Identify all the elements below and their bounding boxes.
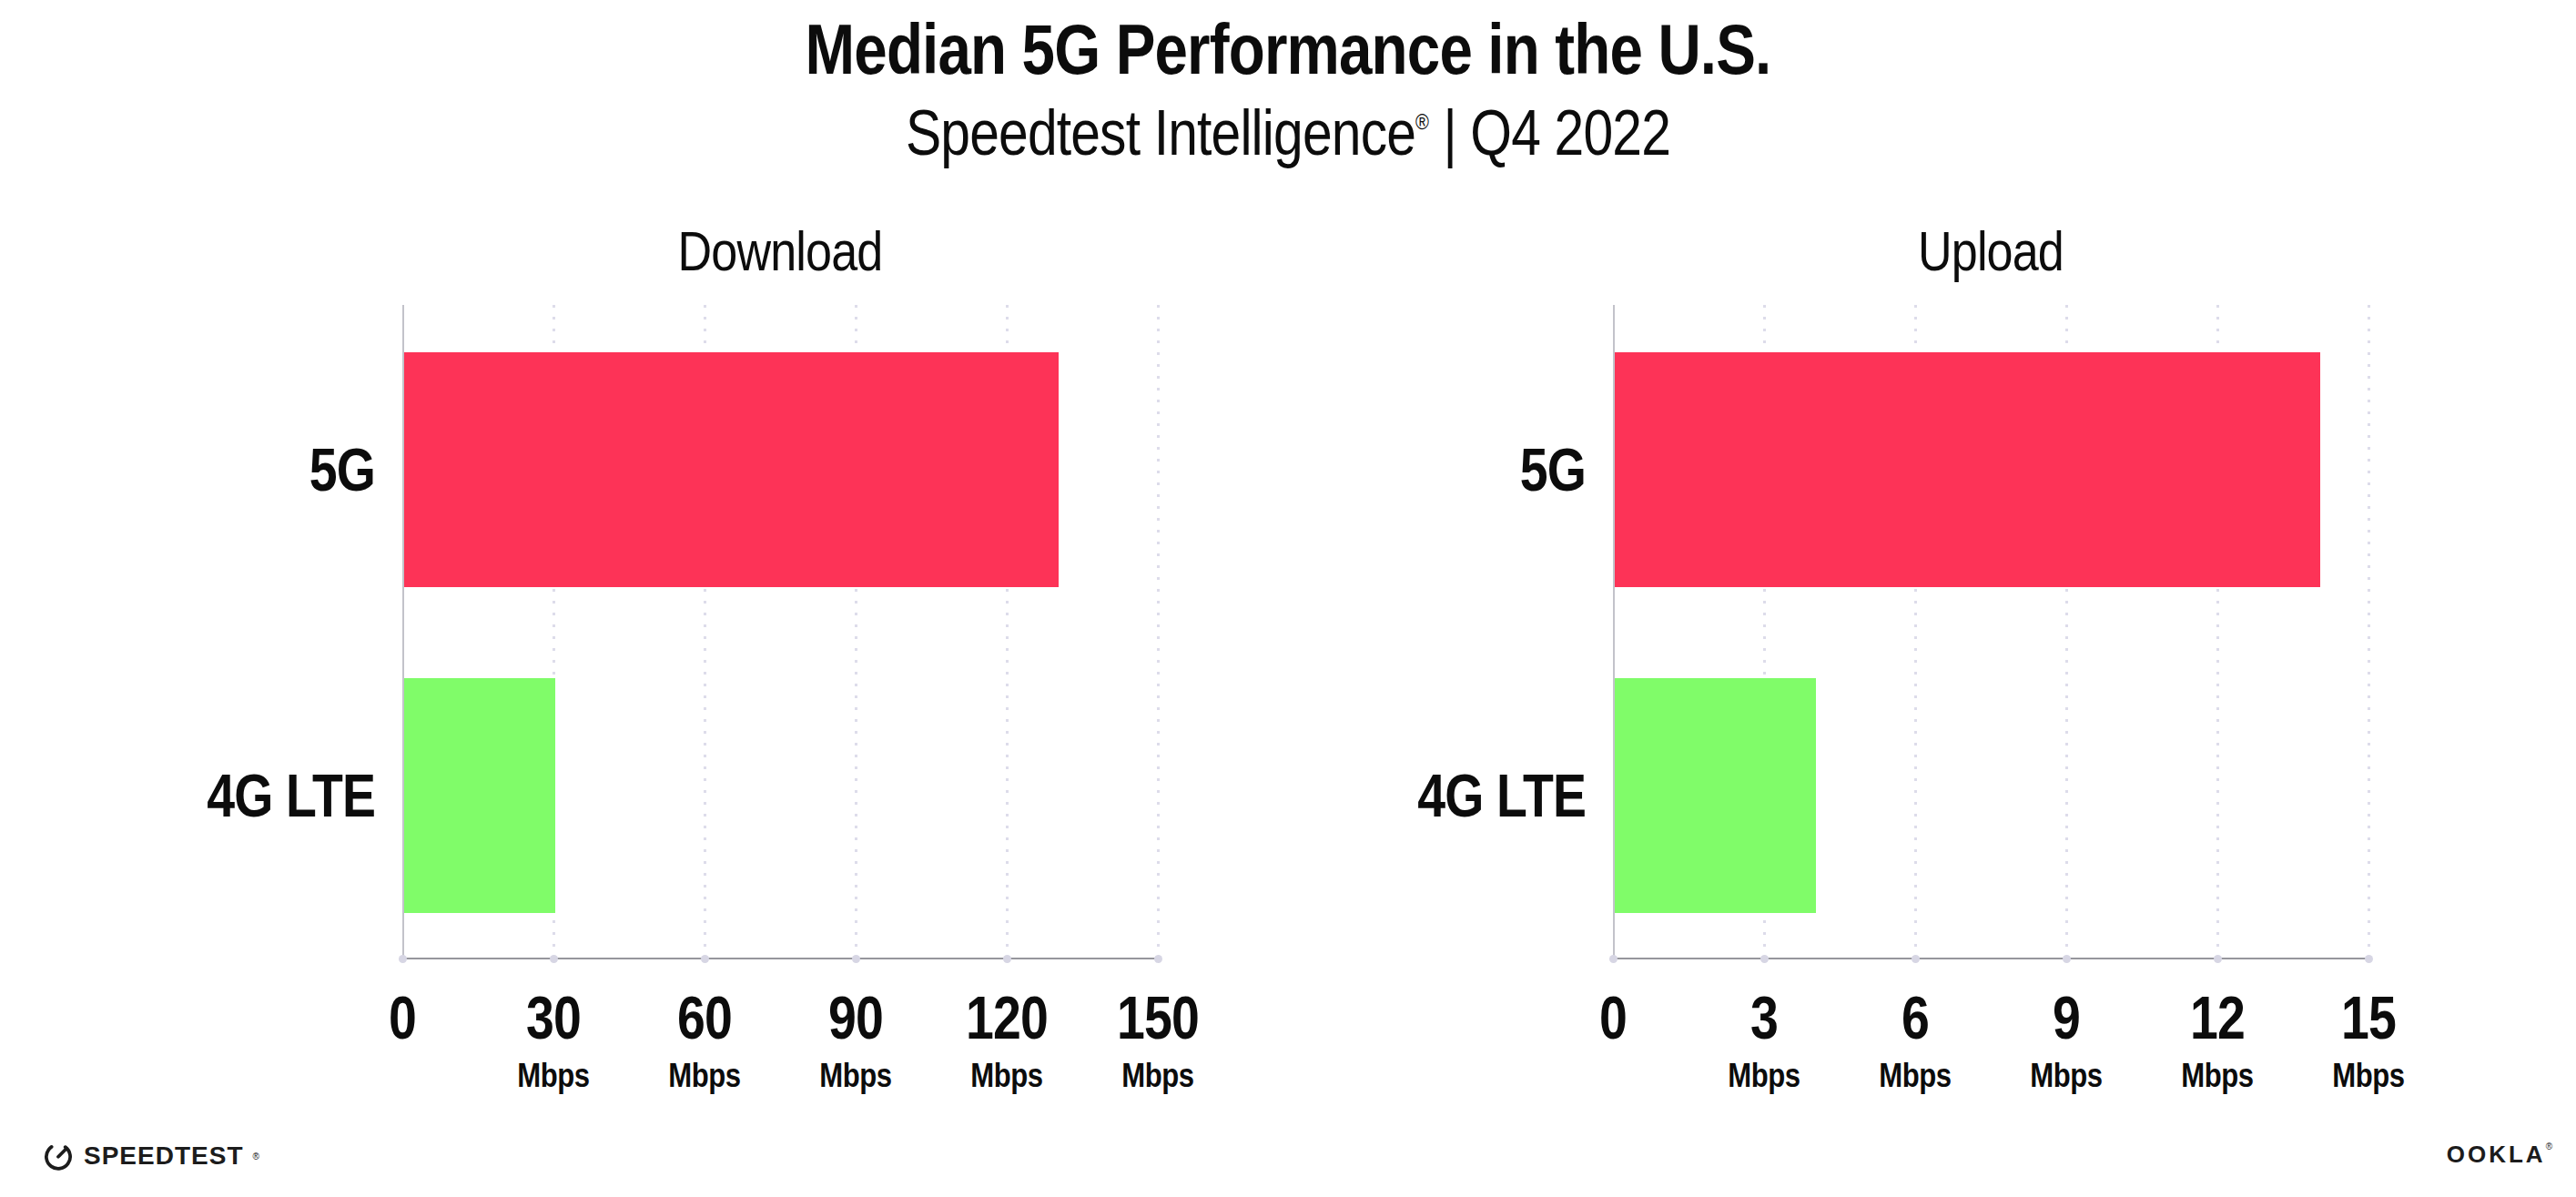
x-tick-label: 30 Mbps — [517, 988, 589, 1092]
x-axis-line — [1612, 958, 2370, 959]
axis-tick-dot — [701, 955, 709, 963]
x-tick-unit: Mbps — [2030, 1059, 2102, 1092]
x-tick-label: 9 Mbps — [2030, 988, 2102, 1092]
upload-chart-title: Upload — [1673, 223, 2307, 279]
speedtest-wordmark: SPEEDTEST — [84, 1141, 243, 1171]
axis-tick-dot — [550, 955, 558, 963]
x-tick-label: 120 Mbps — [966, 988, 1048, 1092]
gridline — [2368, 305, 2370, 959]
axis-tick-dot — [399, 955, 407, 963]
ookla-logo: OOKLA® — [2447, 1141, 2552, 1169]
x-tick-unit: Mbps — [1728, 1059, 1800, 1092]
x-tick-label: 12 Mbps — [2181, 988, 2253, 1092]
x-axis-line — [401, 958, 1160, 959]
x-tick-unit: Mbps — [2332, 1059, 2404, 1092]
x-tick-value: 15 — [2332, 988, 2404, 1048]
x-tick-value: 6 — [1879, 988, 1951, 1048]
x-tick-unit: Mbps — [966, 1059, 1048, 1092]
gridline — [1157, 305, 1160, 959]
download-chart: Download 5G4G LTE 030Mbps60Mbps90Mbps120… — [402, 223, 1158, 1115]
x-tick-label: 3 Mbps — [1728, 988, 1800, 1092]
download-chart-title: Download — [462, 223, 1097, 279]
x-tick-value: 30 — [517, 988, 589, 1048]
bar-5g — [404, 352, 1059, 587]
subtitle-brand: Speedtest Intelligence — [906, 97, 1415, 168]
registered-trademark-icon: ® — [1415, 109, 1429, 134]
subtitle-period: | Q4 2022 — [1429, 97, 1670, 168]
x-tick-value: 120 — [966, 988, 1048, 1048]
axis-tick-dot — [2214, 955, 2222, 963]
speedtest-gauge-icon — [42, 1140, 75, 1172]
axis-tick-dot — [1609, 955, 1618, 963]
registered-trademark-icon: ® — [252, 1151, 259, 1161]
x-tick-label: 0 — [389, 988, 416, 1048]
axis-tick-dot — [2063, 955, 2071, 963]
download-plot-area: 5G4G LTE — [402, 305, 1158, 959]
download-x-axis: 030Mbps60Mbps90Mbps120Mbps150Mbps — [402, 988, 1158, 1115]
x-tick-value: 3 — [1728, 988, 1800, 1048]
x-tick-value: 9 — [2030, 988, 2102, 1048]
page-title: Median 5G Performance in the U.S. — [206, 13, 2369, 87]
x-tick-label: 90 Mbps — [819, 988, 891, 1092]
axis-tick-dot — [1154, 955, 1162, 963]
x-tick-label: 0 — [1599, 988, 1627, 1048]
bar-4g-lte — [1615, 678, 1816, 913]
ookla-wordmark: OOKLA — [2447, 1141, 2546, 1168]
y-category-label: 4G LTE — [207, 766, 375, 826]
y-category-label: 5G — [309, 440, 375, 500]
x-tick-label: 60 Mbps — [668, 988, 740, 1092]
x-tick-label: 15 Mbps — [2332, 988, 2404, 1092]
x-tick-unit: Mbps — [668, 1059, 740, 1092]
x-tick-unit: Mbps — [819, 1059, 891, 1092]
bar-5g — [1615, 352, 2320, 587]
page-subtitle: Speedtest Intelligence® | Q4 2022 — [206, 100, 2369, 167]
x-tick-label: 6 Mbps — [1879, 988, 1951, 1092]
upload-x-axis: 03Mbps6Mbps9Mbps12Mbps15Mbps — [1613, 988, 2368, 1115]
axis-tick-dot — [852, 955, 860, 963]
axis-tick-dot — [1003, 955, 1011, 963]
x-tick-label: 150 Mbps — [1117, 988, 1199, 1092]
x-tick-value: 60 — [668, 988, 740, 1048]
y-category-label: 4G LTE — [1417, 766, 1586, 826]
registered-trademark-icon: ® — [2546, 1141, 2552, 1151]
x-tick-value: 150 — [1117, 988, 1199, 1048]
x-tick-value: 12 — [2181, 988, 2253, 1048]
axis-tick-dot — [2365, 955, 2373, 963]
x-tick-value: 0 — [389, 988, 416, 1048]
x-tick-unit: Mbps — [517, 1059, 589, 1092]
axis-tick-dot — [1760, 955, 1769, 963]
upload-chart: Upload 5G4G LTE 03Mbps6Mbps9Mbps12Mbps15… — [1613, 223, 2368, 1115]
bar-4g-lte — [404, 678, 555, 913]
x-tick-unit: Mbps — [1117, 1059, 1199, 1092]
upload-plot-area: 5G4G LTE — [1613, 305, 2368, 959]
x-tick-unit: Mbps — [1879, 1059, 1951, 1092]
y-category-label: 5G — [1520, 440, 1586, 500]
speedtest-logo: SPEEDTEST ® — [42, 1135, 259, 1177]
x-tick-unit: Mbps — [2181, 1059, 2253, 1092]
x-tick-value: 0 — [1599, 988, 1627, 1048]
axis-tick-dot — [1912, 955, 1920, 963]
x-tick-value: 90 — [819, 988, 891, 1048]
header: Median 5G Performance in the U.S. Speedt… — [0, 0, 2576, 167]
